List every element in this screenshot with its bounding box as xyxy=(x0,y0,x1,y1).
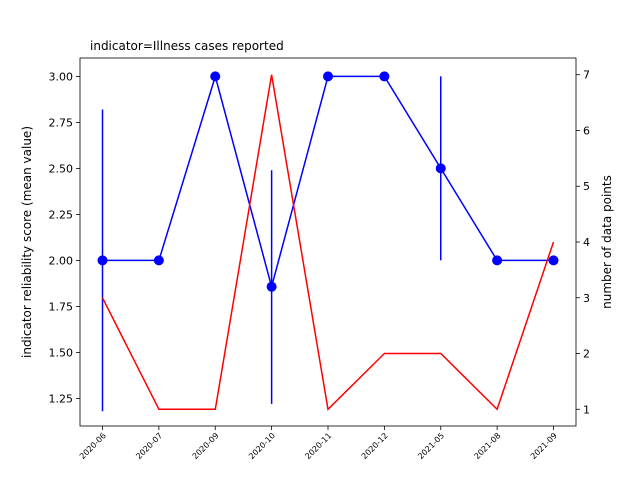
left-axis-tick-label: 1.50 xyxy=(49,346,74,359)
right-axis-label: number of data points xyxy=(600,175,614,309)
left-axis-tick-label: 2.75 xyxy=(49,116,74,129)
data-point-marker xyxy=(210,71,221,82)
left-axis-tick-label: 2.00 xyxy=(49,254,74,267)
right-axis-tick-label: 5 xyxy=(583,180,590,193)
data-point-marker xyxy=(153,255,164,266)
data-point-marker xyxy=(379,71,390,82)
right-axis-tick-label: 1 xyxy=(583,403,590,416)
right-axis-tick-label: 4 xyxy=(583,236,590,249)
right-axis-tick-label: 7 xyxy=(583,69,590,82)
left-axis-label: indicator reliability score (mean value) xyxy=(20,126,34,358)
right-axis-tick-label: 2 xyxy=(583,348,590,361)
data-point-marker xyxy=(548,255,559,266)
left-axis-tick-label: 1.75 xyxy=(49,300,74,313)
left-axis-tick-label: 3.00 xyxy=(49,70,74,83)
left-axis-tick-label: 2.50 xyxy=(49,162,74,175)
data-point-marker xyxy=(435,163,446,174)
data-points-count-line xyxy=(101,74,555,411)
right-axis-tick-label: 6 xyxy=(583,124,590,137)
data-point-marker xyxy=(97,255,108,266)
chart-title: indicator=Illness cases reported xyxy=(90,39,284,53)
left-axis-tick-label: 1.25 xyxy=(49,392,74,405)
data-point-marker xyxy=(266,281,277,292)
right-axis-tick-label: 3 xyxy=(583,292,590,305)
data-point-marker xyxy=(323,71,333,82)
data-point-marker xyxy=(492,255,503,266)
left-axis-tick-label: 2.25 xyxy=(49,208,74,221)
